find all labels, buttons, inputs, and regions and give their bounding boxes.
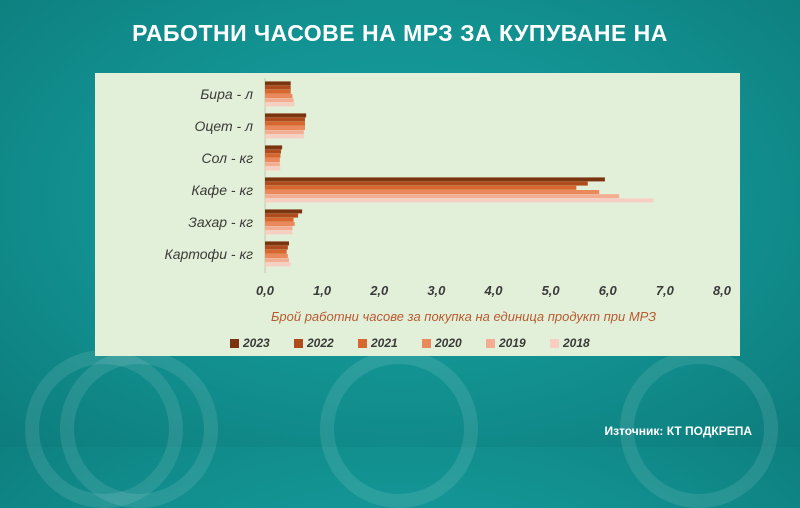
bar-2020 bbox=[265, 254, 288, 258]
bar-2023 bbox=[265, 145, 283, 150]
bar-2020 bbox=[265, 94, 293, 98]
x-tick-label: 0,0 bbox=[256, 283, 275, 298]
page-title: РАБОТНИ ЧАСОВЕ НА МРЗ ЗА КУПУВАНЕ НА bbox=[132, 20, 668, 46]
legend-label-2023: 2023 bbox=[242, 336, 270, 350]
bar-2023 bbox=[265, 241, 289, 246]
bar-2022 bbox=[265, 85, 291, 90]
bar-2020 bbox=[265, 222, 295, 226]
legend-swatch-2023 bbox=[230, 339, 239, 348]
legend-swatch-2018 bbox=[550, 339, 559, 348]
bar-2022 bbox=[265, 117, 305, 122]
legend-label-2021: 2021 bbox=[370, 336, 398, 350]
bar-2020 bbox=[265, 158, 280, 162]
legend-swatch-2021 bbox=[358, 339, 367, 348]
bar-chart: Бира - л Оцет - л Сол - кг Кафе - кг Захар -… bbox=[164, 78, 732, 350]
bar-2021 bbox=[265, 249, 287, 254]
bar-2020 bbox=[265, 190, 600, 194]
category-label: Картофи - кг bbox=[164, 246, 253, 262]
bar-2021 bbox=[265, 185, 577, 190]
bar-2018 bbox=[265, 262, 291, 267]
bar-2021 bbox=[265, 217, 294, 222]
x-tick-label: 8,0 bbox=[713, 283, 732, 298]
legend-label-2018: 2018 bbox=[562, 336, 590, 350]
source-note: Източник: КТ ПОДКРЕПА bbox=[604, 424, 752, 438]
x-tick-label: 5,0 bbox=[542, 283, 561, 298]
bar-2023 bbox=[265, 81, 291, 86]
x-axis-title: Брой работни часове за покупка на единиц… bbox=[271, 309, 656, 324]
bar-2023 bbox=[265, 113, 307, 118]
chart-panel: Бира - л Оцет - л Сол - кг Кафе - кг Захар -… bbox=[95, 73, 740, 356]
x-tick-label: 7,0 bbox=[656, 283, 675, 298]
category-label: Сол - кг bbox=[202, 150, 254, 166]
legend-label-2020: 2020 bbox=[434, 336, 462, 350]
bar-2019 bbox=[265, 258, 289, 263]
x-tick-label: 3,0 bbox=[427, 283, 446, 298]
bar-2022 bbox=[265, 149, 281, 154]
bar-2020 bbox=[265, 126, 305, 130]
category-label: Захар - кг bbox=[188, 214, 253, 230]
legend-swatch-2022 bbox=[294, 339, 303, 348]
legend-swatch-2020 bbox=[422, 339, 431, 348]
legend-label-2022: 2022 bbox=[306, 336, 334, 350]
bar-2019 bbox=[265, 194, 620, 199]
bar-2019 bbox=[265, 98, 294, 103]
bar-2019 bbox=[265, 130, 304, 135]
x-tick-label: 6,0 bbox=[599, 283, 618, 298]
bar-2022 bbox=[265, 181, 588, 186]
category-label: Бира - л bbox=[200, 86, 253, 102]
bar-2018 bbox=[265, 198, 654, 203]
bar-2019 bbox=[265, 226, 293, 231]
bar-2021 bbox=[265, 153, 281, 158]
legend-label-2019: 2019 bbox=[498, 336, 526, 350]
watermark-ring-2 bbox=[60, 350, 218, 508]
bar-2018 bbox=[265, 166, 281, 171]
bar-2019 bbox=[265, 162, 280, 167]
bar-2022 bbox=[265, 245, 288, 250]
bar-2022 bbox=[265, 213, 299, 218]
bar-2023 bbox=[265, 177, 605, 182]
x-tick-label: 4,0 bbox=[483, 283, 503, 298]
category-label: Кафе - кг bbox=[191, 182, 253, 198]
bar-2018 bbox=[265, 230, 293, 235]
category-label: Оцет - л bbox=[194, 118, 253, 134]
x-tick-label: 2,0 bbox=[369, 283, 389, 298]
watermark-ring-3 bbox=[320, 350, 478, 508]
bar-2018 bbox=[265, 134, 304, 139]
bar-2018 bbox=[265, 102, 295, 107]
bar-2021 bbox=[265, 89, 291, 94]
bar-2021 bbox=[265, 121, 305, 126]
legend-swatch-2019 bbox=[486, 339, 495, 348]
bar-2023 bbox=[265, 209, 303, 214]
x-tick-label: 1,0 bbox=[313, 283, 332, 298]
